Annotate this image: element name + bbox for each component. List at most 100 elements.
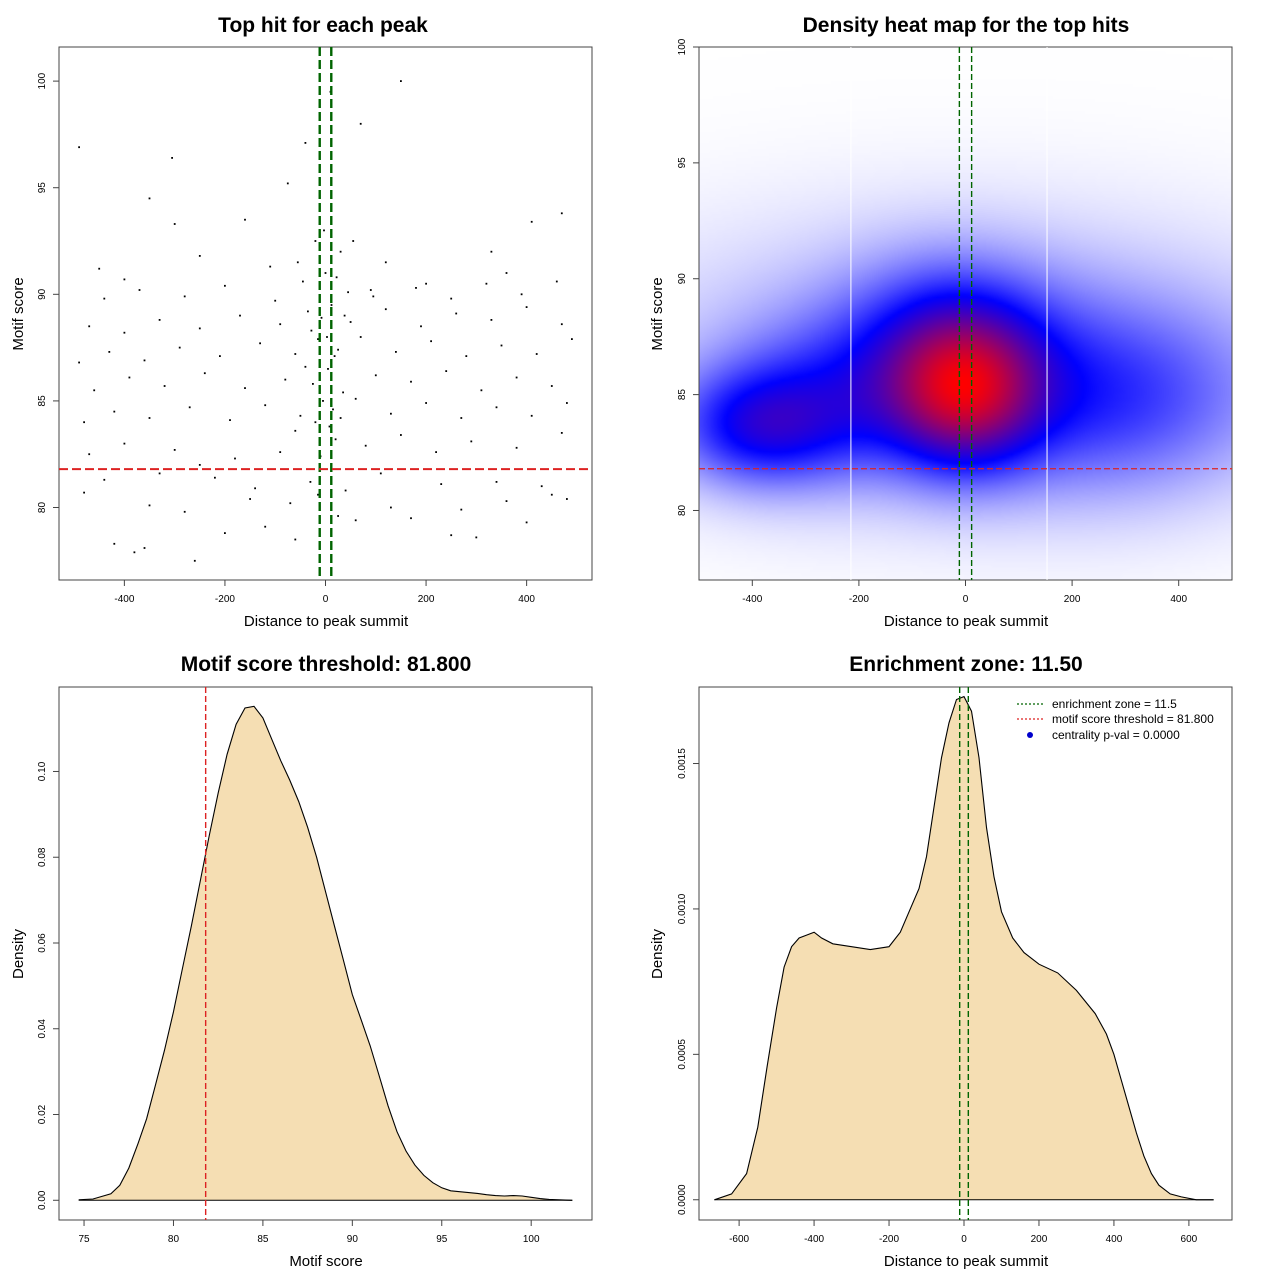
- legend-label-enrichment-zone: enrichment zone = 11.5: [1052, 697, 1177, 711]
- scatter-point: [78, 146, 80, 149]
- scatter-point: [571, 338, 573, 340]
- scatter-point: [384, 261, 387, 264]
- scatter-point: [425, 402, 427, 404]
- scatter-point: [148, 197, 151, 200]
- distance-density-frame: [698, 686, 1233, 1221]
- distance-density-area-fill: [714, 696, 1214, 1200]
- scatter-point: [560, 432, 563, 434]
- heatmap-ytick-label-80: 80: [677, 504, 688, 516]
- scatter-point: [171, 157, 173, 159]
- scatter-point: [550, 385, 553, 387]
- heatmap-xtick-label-neg400: -400: [742, 594, 762, 605]
- scatter-point: [158, 319, 161, 321]
- distance-density-xtick-label-neg400: -400: [804, 1234, 824, 1245]
- scatter-point: [490, 319, 493, 321]
- score-density-xtick-label-90: 90: [347, 1234, 359, 1245]
- scatter-point: [435, 451, 437, 453]
- heatmap-title: Density heat map for the top hits: [803, 14, 1130, 37]
- scatter-point: [390, 412, 392, 415]
- scatter-point: [310, 329, 313, 332]
- distance-density-xtick-label-400: 400: [1106, 1234, 1123, 1245]
- scatter-point: [520, 293, 523, 296]
- scatter-point: [304, 365, 307, 368]
- scatter-point: [103, 478, 106, 481]
- scatter-point: [390, 506, 392, 509]
- distance-density-xtick-label-0: 0: [961, 1234, 967, 1245]
- scatter-point: [530, 414, 533, 417]
- scatter-point: [470, 440, 473, 443]
- scatter-point: [78, 361, 80, 364]
- scatter-point: [279, 323, 282, 326]
- scatter-point: [88, 325, 91, 328]
- scatter-point: [352, 240, 355, 242]
- scatter-point: [269, 265, 272, 268]
- scatter-point: [108, 351, 111, 353]
- scatter-point: [455, 312, 458, 315]
- scatter-point: [495, 406, 498, 409]
- distance-density-x-axis-label: Distance to peak summit: [884, 1253, 1049, 1270]
- scatter-point: [343, 314, 346, 317]
- score-density-x-axis-label: Motif score: [289, 1253, 362, 1270]
- scatter-point: [530, 220, 533, 223]
- scatter-point: [566, 498, 568, 500]
- scatter-point: [239, 314, 241, 317]
- heatmap-xtick-label-200: 200: [1064, 594, 1081, 605]
- scatter-plot-area: [59, 47, 592, 580]
- score-density-area-fill: [78, 706, 573, 1201]
- scatter-point: [560, 323, 563, 326]
- scatter-point: [400, 80, 402, 82]
- score-density-ytick-label-0p06: 0.06: [37, 933, 48, 953]
- scatter-ytick-label-80: 80: [37, 502, 48, 514]
- scatter-point: [333, 355, 336, 357]
- scatter-point: [440, 483, 443, 485]
- scatter-point: [500, 344, 503, 347]
- scatter-point: [83, 491, 85, 494]
- scatter-point: [123, 331, 126, 334]
- scatter-point: [214, 476, 216, 479]
- scatter-point: [505, 272, 508, 274]
- score-density-ytick-label-0p02: 0.02: [37, 1104, 48, 1124]
- distance-density-ytick-label-0p001: 0.0010: [677, 893, 688, 924]
- heatmap-xtick-label-400: 400: [1170, 594, 1187, 605]
- distance-density-ytick-label-0p0015: 0.0015: [677, 748, 688, 779]
- scatter-point: [327, 368, 329, 370]
- scatter-point: [475, 536, 478, 539]
- scatter-point: [123, 278, 126, 281]
- scatter-point: [244, 218, 246, 221]
- distance-density-axes: -600 -400 -200 0 200 400 600 0.0000 0.0005 0.0010…: [677, 748, 1198, 1245]
- scatter-point: [535, 353, 538, 355]
- scatter-point: [148, 504, 151, 507]
- scatter-point: [286, 182, 289, 185]
- scatter-point: [198, 327, 201, 330]
- scatter-ytick-label-85: 85: [37, 395, 48, 407]
- scatter-point: [173, 449, 176, 451]
- scatter-point: [314, 421, 317, 424]
- score-density-frame: [58, 686, 593, 1221]
- distance-density-plot-area: [714, 687, 1214, 1220]
- scatter-point: [279, 451, 282, 453]
- heatmap-density-image: [699, 47, 1232, 580]
- distance-density-ytick-label-0p0005: 0.0005: [677, 1039, 688, 1070]
- scatter-xtick-label-200: 200: [418, 594, 435, 605]
- heatmap-y-axis-label: Motif score: [649, 277, 666, 350]
- scatter-point: [450, 297, 453, 300]
- heatmap-x-axis-label: Distance to peak summit: [884, 613, 1049, 630]
- scatter-point: [128, 376, 131, 379]
- scatter-point: [339, 417, 342, 419]
- scatter-point: [337, 348, 339, 351]
- scatter-point: [309, 481, 312, 483]
- scatter-point: [249, 498, 251, 500]
- scatter-point: [550, 493, 553, 496]
- scatter-point: [369, 289, 372, 291]
- heatmap-xtick-label-0: 0: [963, 594, 969, 605]
- scatter-point: [400, 434, 402, 436]
- distance-density-xtick-label-neg600: -600: [729, 1234, 749, 1245]
- score-density-xtick-label-75: 75: [78, 1234, 90, 1245]
- distance-density-panel: Enrichment zone: 11.50 Distance to peak …: [649, 653, 1233, 1270]
- scatter-point: [324, 272, 327, 274]
- scatter-point: [337, 515, 339, 517]
- heatmap-ytick-label-85: 85: [677, 389, 688, 401]
- scatter-point: [103, 297, 106, 300]
- scatter-point: [326, 336, 328, 338]
- heatmap-ytick-label-95: 95: [677, 157, 688, 169]
